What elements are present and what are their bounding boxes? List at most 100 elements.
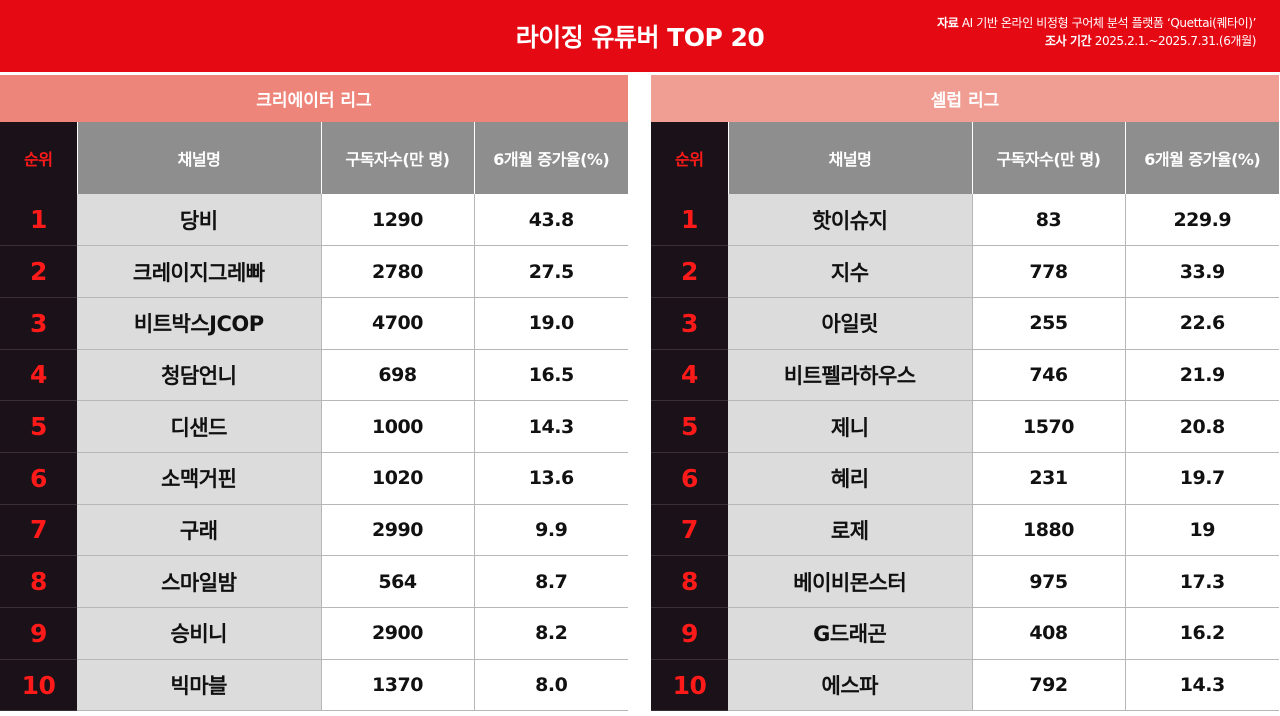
channel-name-cell: 청담언니	[77, 349, 321, 402]
growth-cell: 8.7	[473, 555, 628, 608]
column-header-subscribers: 구독자수(만 명)	[320, 122, 474, 194]
channel-name-cell: 지수	[728, 245, 972, 298]
creator-league-title: 크리에이터 리그	[0, 72, 628, 122]
growth-cell: 20.8	[1124, 400, 1279, 453]
creator-league-table: 순위 채널명 구독자수(만 명) 6개월 증가율(%) 1 당비 1290 43.8 2…	[0, 122, 628, 712]
growth-cell: 13.6	[473, 452, 628, 505]
rank-cell: 6	[0, 452, 77, 505]
growth-cell: 27.5	[473, 245, 628, 298]
growth-cell: 9.9	[473, 504, 628, 557]
growth-cell: 33.9	[1124, 245, 1279, 298]
channel-name-cell: 스마일밤	[77, 555, 321, 608]
growth-cell: 17.3	[1124, 555, 1279, 608]
growth-cell: 19.0	[473, 297, 628, 350]
growth-cell: 16.2	[1124, 607, 1279, 660]
column-header-growth: 6개월 증가율(%)	[473, 122, 628, 194]
channel-name-cell: 구래	[77, 504, 321, 557]
rank-cell: 2	[651, 245, 728, 298]
period-line: 조사 기간 2025.2.1.~2025.7.31.(6개월)	[937, 32, 1256, 50]
table-row: 5 디샌드 1000 14.3	[0, 400, 628, 453]
table-header-row: 순위 채널명 구독자수(만 명) 6개월 증가율(%)	[651, 122, 1279, 194]
rank-cell: 3	[0, 297, 77, 350]
rank-cell: 8	[651, 555, 728, 608]
subscribers-cell: 2780	[320, 245, 474, 298]
column-header-name: 채널명	[727, 122, 972, 194]
rank-cell: 4	[651, 349, 728, 402]
column-header-rank: 순위	[0, 122, 77, 194]
table-row: 2 지수 778 33.9	[651, 245, 1279, 298]
table-row: 8 스마일밤 564 8.7	[0, 555, 628, 608]
growth-cell: 8.0	[473, 659, 628, 712]
channel-name-cell: 비트박스JCOP	[77, 297, 321, 350]
column-header-rank: 순위	[651, 122, 728, 194]
subscribers-cell: 1880	[971, 504, 1125, 557]
celeb-league-title: 셀럽 리그	[651, 72, 1279, 122]
celeb-league-panel: 셀럽 리그 순위 채널명 구독자수(만 명) 6개월 증가율(%) 1 핫이슈지 8…	[651, 72, 1279, 716]
source-note: 자료 AI 기반 온라인 비정형 구어체 분석 플랫폼 ‘Quettai(퀘타이…	[937, 14, 1256, 50]
channel-name-cell: 제니	[728, 400, 972, 453]
creator-league-panel: 크리에이터 리그 순위 채널명 구독자수(만 명) 6개월 증가율(%) 1 당비…	[0, 72, 628, 716]
subscribers-cell: 698	[320, 349, 474, 402]
rank-cell: 4	[0, 349, 77, 402]
channel-name-cell: 에스파	[728, 659, 972, 712]
table-row: 4 비트펠라하우스 746 21.9	[651, 349, 1279, 402]
rank-cell: 5	[651, 400, 728, 453]
subscribers-cell: 83	[971, 194, 1125, 247]
growth-cell: 19.7	[1124, 452, 1279, 505]
growth-cell: 14.3	[1124, 659, 1279, 712]
growth-cell: 21.9	[1124, 349, 1279, 402]
table-row: 10 에스파 792 14.3	[651, 659, 1279, 712]
table-row: 7 로제 1880 19	[651, 504, 1279, 557]
table-row: 4 청담언니 698 16.5	[0, 349, 628, 402]
channel-name-cell: 혜리	[728, 452, 972, 505]
channel-name-cell: 크레이지그레빠	[77, 245, 321, 298]
subscribers-cell: 792	[971, 659, 1125, 712]
rank-cell: 7	[0, 504, 77, 557]
table-row: 5 제니 1570 20.8	[651, 400, 1279, 453]
subscribers-cell: 2990	[320, 504, 474, 557]
channel-name-cell: 빅마블	[77, 659, 321, 712]
table-row: 6 혜리 231 19.7	[651, 452, 1279, 505]
table-row: 6 소맥거핀 1020 13.6	[0, 452, 628, 505]
table-header-row: 순위 채널명 구독자수(만 명) 6개월 증가율(%)	[0, 122, 628, 194]
rank-cell: 9	[651, 607, 728, 660]
subscribers-cell: 778	[971, 245, 1125, 298]
table-row: 9 G드래곤 408 16.2	[651, 607, 1279, 660]
subscribers-cell: 975	[971, 555, 1125, 608]
column-header-name: 채널명	[76, 122, 321, 194]
table-row: 7 구래 2990 9.9	[0, 504, 628, 557]
rank-cell: 7	[651, 504, 728, 557]
subscribers-cell: 408	[971, 607, 1125, 660]
growth-cell: 19	[1124, 504, 1279, 557]
period-label: 조사 기간	[1044, 34, 1092, 48]
table-row: 3 비트박스JCOP 4700 19.0	[0, 297, 628, 350]
rank-cell: 10	[651, 659, 728, 712]
rank-cell: 2	[0, 245, 77, 298]
creator-league-rows: 1 당비 1290 43.8 2 크레이지그레빠 2780 27.5 3 비트박스JCOP 4700…	[0, 194, 628, 712]
subscribers-cell: 1000	[320, 400, 474, 453]
table-row: 2 크레이지그레빠 2780 27.5	[0, 245, 628, 298]
rank-cell: 3	[651, 297, 728, 350]
subscribers-cell: 4700	[320, 297, 474, 350]
growth-cell: 229.9	[1124, 194, 1279, 247]
table-row: 9 승비니 2900 8.2	[0, 607, 628, 660]
column-header-subscribers: 구독자수(만 명)	[971, 122, 1125, 194]
table-row: 1 당비 1290 43.8	[0, 194, 628, 247]
subscribers-cell: 255	[971, 297, 1125, 350]
rank-cell: 8	[0, 555, 77, 608]
source-text: AI 기반 온라인 비정형 구어체 분석 플랫폼 ‘Quettai(퀘타이)’	[961, 16, 1257, 30]
subscribers-cell: 564	[320, 555, 474, 608]
source-label: 자료	[937, 16, 959, 30]
table-row: 1 핫이슈지 83 229.9	[651, 194, 1279, 247]
channel-name-cell: 비트펠라하우스	[728, 349, 972, 402]
subscribers-cell: 1020	[320, 452, 474, 505]
channel-name-cell: 소맥거핀	[77, 452, 321, 505]
growth-cell: 16.5	[473, 349, 628, 402]
channel-name-cell: 디샌드	[77, 400, 321, 453]
celeb-league-rows: 1 핫이슈지 83 229.9 2 지수 778 33.9 3 아일릿 255 22.6 4 비트펠라하우…	[651, 194, 1279, 712]
celeb-league-table: 순위 채널명 구독자수(만 명) 6개월 증가율(%) 1 핫이슈지 83 229.9…	[651, 122, 1279, 712]
channel-name-cell: G드래곤	[728, 607, 972, 660]
column-header-growth: 6개월 증가율(%)	[1124, 122, 1279, 194]
rank-cell: 1	[0, 194, 77, 247]
channel-name-cell: 로제	[728, 504, 972, 557]
